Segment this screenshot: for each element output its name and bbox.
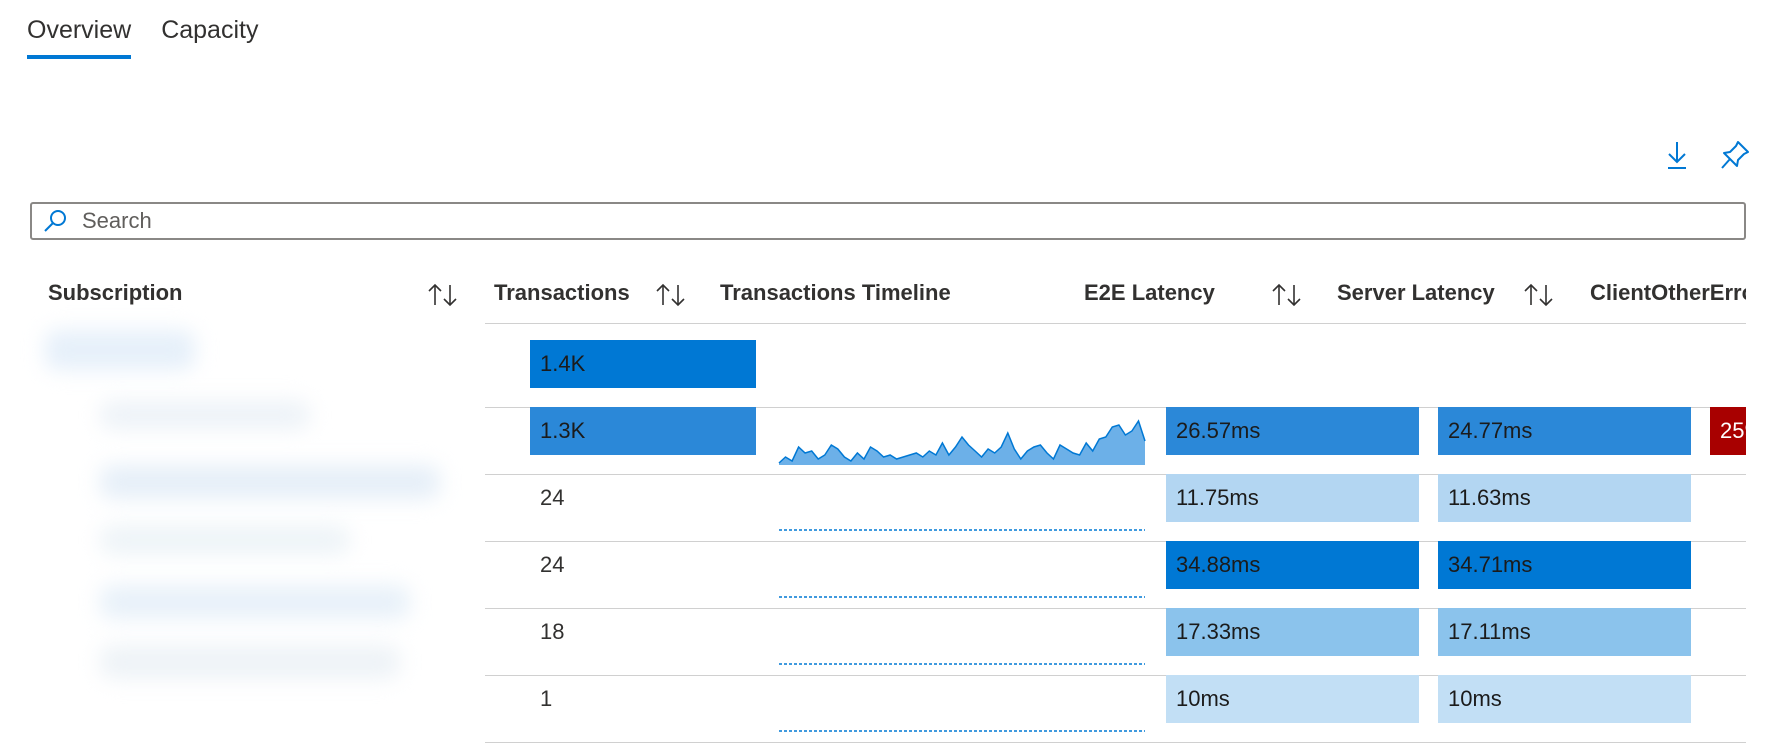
transactions-sparkline xyxy=(779,663,1145,665)
transactions-sparkline xyxy=(779,730,1145,732)
column-header-transactions[interactable]: Transactions xyxy=(494,280,630,305)
server-latency-value: 24.77ms xyxy=(1448,418,1533,443)
sort-icon-transactions[interactable] xyxy=(654,282,688,308)
e2e-latency-value: 26.57ms xyxy=(1176,418,1261,443)
column-header-server-latency[interactable]: Server Latency xyxy=(1337,280,1495,305)
transactions-value: 1 xyxy=(540,686,553,711)
server-latency-bar xyxy=(1438,407,1691,455)
row-divider xyxy=(485,675,1746,676)
server-latency-bar xyxy=(1438,474,1691,522)
server-latency-bar xyxy=(1438,541,1691,589)
e2e-latency-bar xyxy=(1166,474,1419,522)
download-icon[interactable] xyxy=(1660,138,1694,172)
sort-icon-e2e-latency[interactable] xyxy=(1270,282,1304,308)
transactions-value: 24 xyxy=(540,485,565,510)
transactions-bar xyxy=(530,407,756,455)
server-latency-value: 11.63ms xyxy=(1448,485,1531,510)
tab-bar: Overview Capacity xyxy=(27,16,258,59)
server-latency-bar xyxy=(1438,608,1691,656)
server-latency-value: 17.11ms xyxy=(1448,619,1531,644)
row-divider xyxy=(485,407,1746,408)
e2e-latency-bar xyxy=(1166,608,1419,656)
row-divider xyxy=(485,474,1746,475)
sort-icon-server-latency[interactable] xyxy=(1522,282,1556,308)
search-input[interactable] xyxy=(80,207,1744,235)
pin-icon[interactable] xyxy=(1718,138,1752,172)
transactions-value: 18 xyxy=(540,619,565,644)
header-divider xyxy=(485,323,1746,324)
transactions-sparkline xyxy=(779,529,1145,531)
transactions-sparkline xyxy=(779,596,1145,598)
column-header-subscription[interactable]: Subscription xyxy=(48,280,183,305)
transactions-value: 24 xyxy=(540,552,565,577)
tab-capacity[interactable]: Capacity xyxy=(161,16,259,44)
column-header-transactions-timeline[interactable]: Transactions Timeline xyxy=(720,280,951,305)
e2e-latency-bar xyxy=(1166,675,1419,723)
e2e-latency-value: 17.33ms xyxy=(1176,619,1261,644)
e2e-latency-bar xyxy=(1166,541,1419,589)
sort-icon-subscription[interactable] xyxy=(426,282,460,308)
transactions-value: 1.3K xyxy=(540,418,586,443)
column-header-client-other-errors[interactable]: ClientOtherErro xyxy=(1590,280,1746,305)
transactions-bar xyxy=(530,340,756,388)
server-latency-bar xyxy=(1438,675,1691,723)
tab-overview[interactable]: Overview xyxy=(27,16,132,59)
server-latency-value: 10ms xyxy=(1448,686,1502,711)
search-box[interactable] xyxy=(30,202,1746,240)
subscription-column-redacted xyxy=(20,305,485,720)
server-latency-value: 34.71ms xyxy=(1448,552,1533,577)
search-icon xyxy=(44,210,66,232)
client-other-errors-bar xyxy=(1710,407,1746,455)
transactions-sparkline xyxy=(778,419,1146,465)
row-divider xyxy=(485,742,1746,743)
e2e-latency-value: 10ms xyxy=(1176,686,1230,711)
e2e-latency-value: 34.88ms xyxy=(1176,552,1261,577)
e2e-latency-value: 11.75ms xyxy=(1176,485,1259,510)
row-divider xyxy=(485,608,1746,609)
e2e-latency-bar xyxy=(1166,407,1419,455)
column-header-e2e-latency[interactable]: E2E Latency xyxy=(1084,280,1215,305)
row-divider xyxy=(485,541,1746,542)
transactions-value: 1.4K xyxy=(540,351,586,376)
